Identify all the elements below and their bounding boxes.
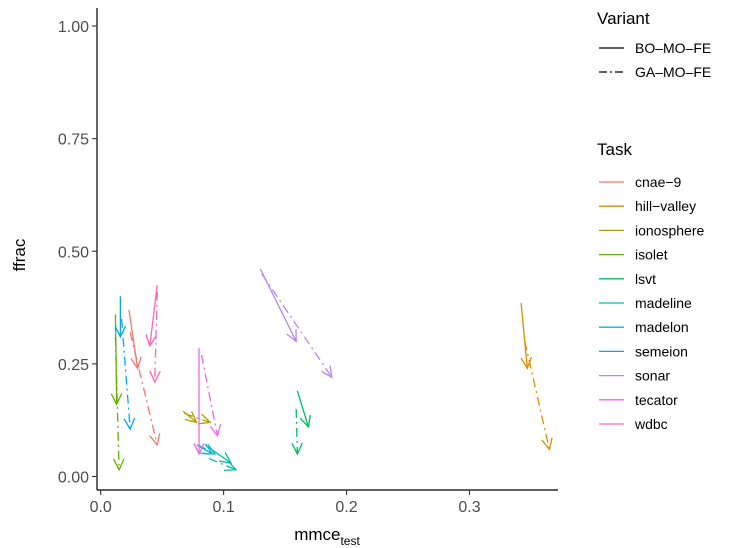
arrow [149, 291, 161, 384]
arrow [193, 348, 205, 456]
task-legend-label: madelon [635, 319, 689, 335]
arrow-head [321, 365, 333, 379]
arrow-shaft [120, 318, 131, 430]
y-tick-label: 0.25 [58, 357, 89, 374]
task-legend-label: cnae−9 [635, 174, 682, 190]
task-legend-label: semeion [635, 343, 688, 359]
variant-legend: Variant BO–MO–FE GA–MO–FE [597, 9, 711, 80]
arrow-shaft [204, 444, 232, 464]
arrow [182, 410, 198, 424]
y-tick-label: 0.75 [58, 132, 89, 149]
variant-legend-title: Variant [597, 9, 650, 28]
arrow-head [130, 356, 142, 370]
x-axis-title-main: mmce [294, 525, 340, 544]
arrow-head [123, 417, 136, 431]
arrow-shaft [208, 457, 237, 471]
arrow-shaft [520, 302, 528, 369]
arrow-head [291, 442, 303, 456]
arrow [208, 457, 238, 472]
x-tick-label: 0.0 [90, 499, 112, 516]
arrow-shaft [524, 341, 551, 450]
arrow [520, 302, 533, 370]
arrow-shaft [154, 291, 158, 382]
arrow-head [184, 411, 198, 424]
x-axis-title-subscript: test [340, 534, 360, 548]
axes: 0.00 0.25 0.50 0.75 1.00 0.0 0.1 0.2 0.3 [58, 8, 558, 516]
x-tick-label: 0.2 [335, 499, 357, 516]
arrow [197, 443, 217, 455]
arrows-layer [110, 268, 553, 472]
arrow-head [114, 325, 127, 339]
arrow [184, 412, 212, 425]
task-legend-label: ionosphere [635, 222, 704, 238]
x-ticks: 0.0 0.1 0.2 0.3 [90, 490, 481, 516]
arrow-head [299, 414, 311, 429]
arrow [114, 296, 127, 339]
arrow-head [145, 334, 157, 348]
arrow-head [520, 356, 533, 370]
arrow [120, 318, 136, 431]
arrow-head [223, 460, 238, 472]
arrow-shaft [149, 284, 158, 346]
variant-legend-entries: BO–MO–FE GA–MO–FE [599, 40, 711, 80]
x-axis-title: mmcetest [294, 525, 360, 548]
arrow-shaft [197, 444, 216, 455]
y-tick-label: 0.00 [58, 469, 89, 486]
task-legend-label: madeline [635, 295, 692, 311]
arrow [204, 444, 233, 464]
arrow-head [219, 452, 233, 464]
arrow-head [541, 437, 553, 451]
arrow-shaft [200, 354, 219, 437]
x-tick-label: 0.3 [458, 499, 480, 516]
y-axis-title: ffrac [10, 238, 29, 271]
arrow-shaft [296, 390, 310, 428]
arrow-head [209, 424, 222, 438]
arrow-shaft [129, 332, 158, 446]
arrow-head [286, 329, 297, 343]
arrow [524, 341, 553, 451]
arrow [296, 390, 311, 429]
arrow-head [198, 413, 212, 425]
arrow-head [149, 370, 161, 384]
arrow-shaft [295, 408, 299, 454]
arrow-head [113, 458, 125, 472]
arrow [145, 284, 158, 348]
arrow-shaft [182, 410, 197, 423]
arrow-head [110, 393, 123, 406]
y-tick-label: 0.50 [58, 244, 89, 261]
task-legend-title: Task [597, 140, 632, 159]
arrow [261, 273, 333, 379]
arrow [113, 336, 125, 472]
task-legend-label: hill−valley [635, 198, 696, 214]
arrow-shaft [114, 336, 120, 470]
arrow [128, 309, 142, 370]
variant-legend-label: BO–MO–FE [635, 40, 711, 56]
task-legend-entries: cnae−9 hill−valley ionosphere isolet lsvt mad… [599, 174, 704, 432]
task-legend: Task cnae−9 hill−valley ionosphere isolet ls… [597, 140, 704, 432]
task-legend-label: lsvt [635, 271, 656, 287]
task-legend-label: sonar [635, 368, 670, 384]
task-legend-label: isolet [635, 247, 668, 263]
arrow [129, 332, 161, 447]
task-legend-label: wdbc [634, 416, 668, 432]
x-tick-label: 0.1 [212, 499, 234, 516]
variant-legend-label: GA–MO–FE [635, 64, 711, 80]
y-tick-label: 1.00 [58, 19, 89, 36]
arrow [291, 408, 303, 456]
task-legend-label: tecator [635, 392, 678, 408]
arrow-shaft [184, 412, 211, 424]
arrow-shaft [261, 273, 333, 378]
arrow-head [149, 433, 161, 447]
arrow [200, 354, 222, 438]
y-ticks: 0.00 0.25 0.50 0.75 1.00 [58, 19, 97, 486]
arrow-head [203, 443, 217, 455]
arrow-head [193, 442, 205, 456]
